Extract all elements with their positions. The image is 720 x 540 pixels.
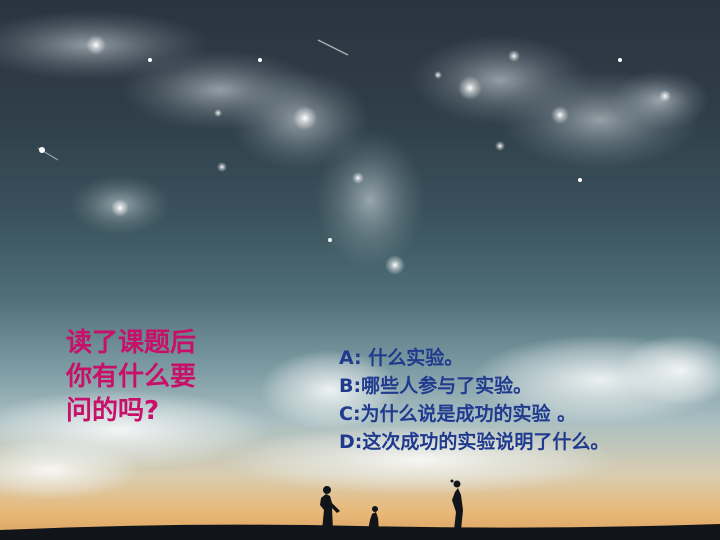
question-line: 问的吗? [66,396,160,426]
answer-item-b: B:哪些人参与了实验。 [339,375,533,397]
answer-item-d: D:这次成功的实验说明了什么。 [339,431,610,453]
answer-item-a: A: 什么实验。 [339,347,464,369]
answer-item-c: C:为什么说是成功的实验 。 [339,403,577,425]
horizon-clouds [0,335,720,500]
answer-list: A: 什么实验。 B:哪些人参与了实验。 C:为什么说是成功的实验 。 D:这次… [339,344,649,456]
question-line: 读了课题后 [66,328,197,358]
question-line: 你有什么要 [66,362,197,392]
ground-silhouette [0,479,720,540]
stars [37,35,671,275]
nebula-clouds [0,10,710,270]
question-text: 读了课题后 你有什么要 问的吗? [66,326,246,428]
